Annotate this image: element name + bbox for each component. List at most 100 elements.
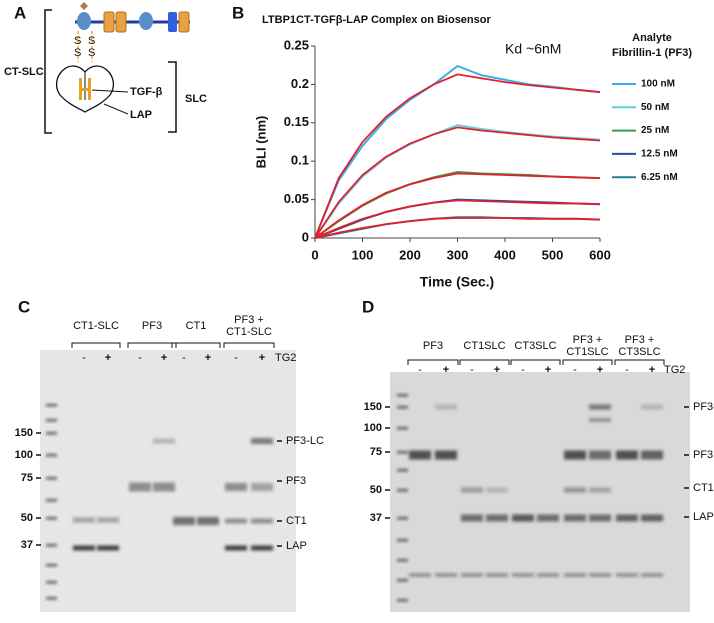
lane-bracket [223, 342, 275, 348]
ladder-band [46, 404, 57, 407]
lane-bracket [407, 359, 459, 365]
gel-band [589, 404, 611, 410]
fit-line [314, 199, 601, 239]
legend-label: 6.25 nM [641, 172, 678, 183]
marker-label: 150 [364, 401, 382, 413]
x-tick-label: 0 [311, 247, 318, 262]
gel-band [486, 514, 508, 522]
domain [80, 2, 88, 10]
domain [103, 11, 115, 33]
band-label: LAP [693, 511, 714, 523]
gel [40, 350, 296, 612]
ladder-band [397, 489, 408, 492]
lane-label: PF3 + [625, 334, 655, 346]
s-label: S [88, 47, 95, 59]
s-label: S [74, 47, 81, 59]
lane-label: CT1-SLC [73, 320, 119, 332]
ladder-band [397, 559, 408, 562]
x-tick-label: 600 [589, 247, 611, 262]
y-axis-title: BLI (nm) [253, 116, 268, 169]
minus-label: - [521, 364, 525, 376]
lane-label: CT3SLC [618, 346, 660, 358]
plus-label: + [649, 364, 655, 376]
plus-label: + [161, 352, 167, 364]
fit-line [314, 172, 601, 239]
ladder-band [397, 427, 408, 430]
treatment-label: TG2 [275, 352, 296, 364]
gel-band [153, 482, 175, 492]
bracket [168, 61, 177, 133]
gel-band [461, 514, 483, 522]
gel-band [251, 483, 273, 491]
x-tick-label: 100 [352, 247, 374, 262]
gel-band [641, 450, 663, 460]
panel-b: B LTBP1CT-TGFβ-LAP Complex on Biosensor … [232, 3, 692, 289]
domain [77, 12, 91, 30]
gel-band [589, 514, 611, 522]
gel-band [537, 573, 559, 577]
y-tick-label: 0.25 [284, 37, 309, 52]
legend-title: Analyte [632, 32, 672, 44]
marker-label: 50 [370, 484, 382, 496]
gel-band [512, 514, 534, 522]
gel-band [409, 450, 431, 460]
lane-label: PF3 + [234, 314, 264, 326]
lane-bracket [71, 342, 121, 348]
gel-band [589, 573, 611, 577]
gel-band [641, 514, 663, 522]
gel-band [564, 487, 586, 493]
marker-label: 37 [370, 512, 382, 524]
ladder-band [397, 394, 408, 397]
marker-label: 37 [21, 539, 33, 551]
treatment-label: TG2 [664, 364, 685, 376]
y-tick-label: 0 [302, 229, 309, 244]
gel-band [153, 438, 175, 444]
annotation: Kd ~6nM [505, 41, 561, 57]
lane-bracket [614, 359, 665, 365]
lane-label: PF3 [423, 340, 443, 352]
s-label: S [74, 35, 81, 47]
gel-band [409, 573, 431, 577]
ladder-band [46, 419, 57, 422]
gel-band [589, 418, 611, 422]
tgf-shape [79, 88, 91, 91]
minus-label: - [418, 364, 422, 376]
plus-label: + [494, 364, 500, 376]
gel-band [589, 450, 611, 460]
lap-shape [55, 65, 115, 113]
gel-band [73, 517, 95, 523]
band-label: PF3-LC [286, 435, 324, 447]
x-tick-label: 500 [542, 247, 564, 262]
ladder-band [46, 517, 57, 520]
slc-label: SLC [185, 93, 207, 105]
gel-band [129, 482, 151, 492]
lap-label: LAP [130, 109, 152, 121]
legend-title: Fibrillin-1 (PF3) [612, 47, 692, 59]
gel-band [641, 404, 663, 410]
domain [178, 11, 190, 33]
x-tick-label: 200 [399, 247, 421, 262]
lane-label: CT1-SLC [226, 326, 272, 338]
ladder-band [397, 539, 408, 542]
legend-label: 25 nM [641, 125, 669, 136]
lane-bracket [127, 342, 177, 348]
band-label: PF3-LC [693, 401, 714, 413]
minus-label: - [182, 352, 186, 364]
minus-label: - [234, 352, 238, 364]
panel-a: A CT-SLC S S S S TGF-β LAP SLC [4, 2, 207, 134]
ladder-band [397, 469, 408, 472]
panel-letter: C [18, 297, 30, 316]
x-axis-title: Time (Sec.) [420, 274, 494, 290]
band-label: CT1 [286, 515, 307, 527]
minus-label: - [138, 352, 142, 364]
marker-label: 50 [21, 512, 33, 524]
gel-band [616, 450, 638, 460]
gel-band [251, 438, 273, 444]
ladder-band [46, 581, 57, 584]
lane-label: PF3 [142, 320, 162, 332]
domain [115, 11, 127, 33]
lane-bracket [459, 359, 510, 365]
lane-label: CT1SLC [566, 346, 608, 358]
y-tick-label: 0.2 [291, 76, 309, 91]
